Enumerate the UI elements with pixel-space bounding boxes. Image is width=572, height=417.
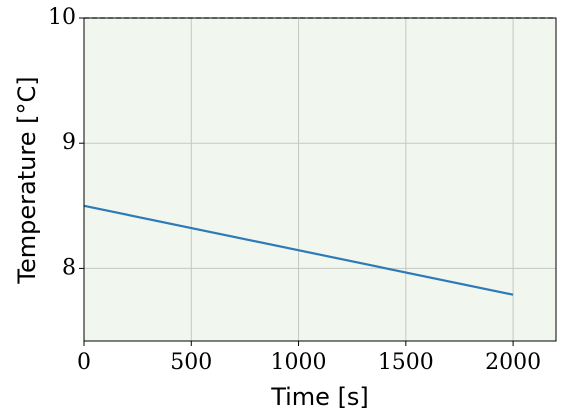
plot-area bbox=[84, 18, 556, 341]
line-series bbox=[83, 204, 514, 296]
y-axis-label: Temperature [°C] bbox=[13, 76, 41, 284]
x-tick-label: 500 bbox=[170, 350, 212, 375]
plot-frame bbox=[83, 17, 557, 342]
x-tick-label: 2000 bbox=[485, 350, 541, 375]
x-tick-label: 0 bbox=[77, 350, 91, 375]
y-tick-label: 8 bbox=[62, 255, 76, 280]
x-axis-label: Time [s] bbox=[270, 383, 369, 411]
x-tick-label: 1500 bbox=[378, 350, 434, 375]
x-tick-label: 1000 bbox=[271, 350, 327, 375]
y-tick-label: 10 bbox=[48, 5, 76, 30]
y-tick-label: 9 bbox=[62, 130, 76, 155]
